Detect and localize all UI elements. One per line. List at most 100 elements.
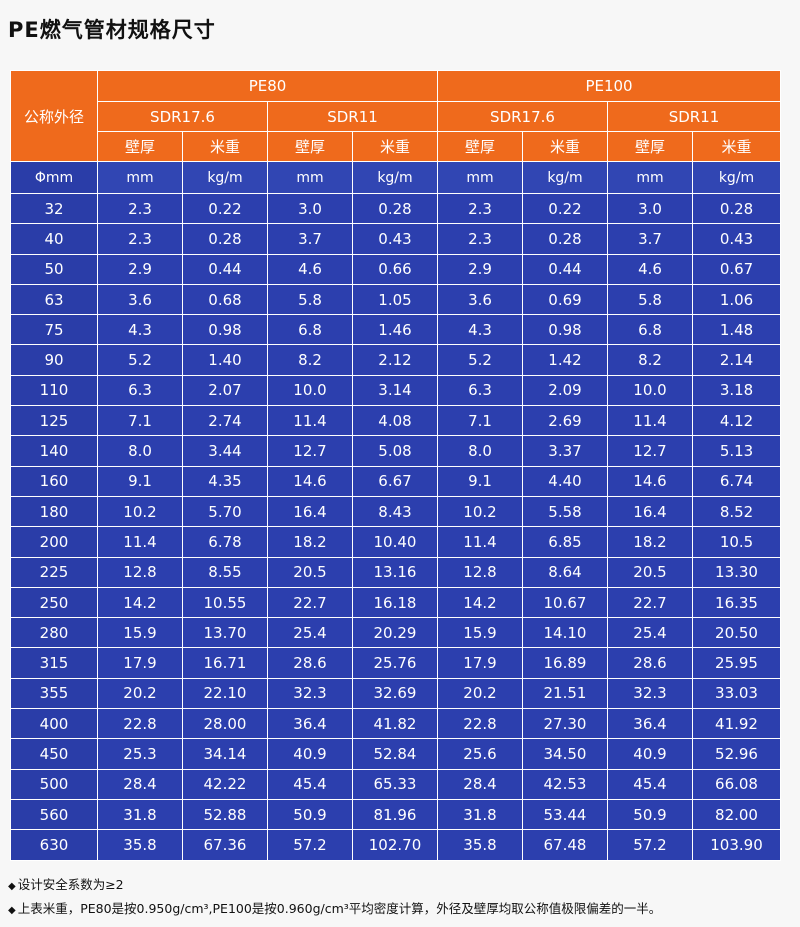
unit-weight-cell: 16.71: [182, 647, 268, 679]
wall-thickness-cell: 3.6: [437, 283, 523, 316]
table-row: 560 31.8 52.88 50.9 81.96 31.8 53.44 50.9 82.00: [10, 798, 782, 831]
unit-weight-cell: 6.85: [522, 526, 608, 558]
unit-weight-cell: 103.90: [691, 829, 782, 861]
wall-thickness-cell: 2.9: [97, 253, 183, 285]
wall-thickness-cell: 8.0: [97, 435, 183, 467]
unit-weight-cell: 6.74: [691, 465, 782, 497]
nominal-od-cell: 32: [10, 192, 98, 225]
nominal-od-cell: 200: [10, 526, 98, 558]
table-row: 160 9.1 4.35 14.6 6.67 9.1 4.40 14.6 6.74: [10, 465, 782, 497]
table-row: 75 4.3 0.98 6.8 1.46 4.3 0.98 6.8 1.48: [10, 314, 782, 346]
footnote-text: 设计安全系数为≥2: [17, 877, 124, 892]
nominal-od-cell: 50: [10, 253, 98, 285]
nominal-od-cell: 280: [10, 617, 98, 649]
table-row: 50 2.9 0.44 4.6 0.66 2.9 0.44 4.6 0.67: [10, 253, 782, 285]
wall-thickness-cell: 25.3: [97, 738, 183, 770]
unit-weight-header: 米重: [182, 131, 268, 162]
nominal-od-cell: 125: [10, 405, 98, 437]
wall-thickness-cell: 11.4: [267, 405, 353, 437]
table-row: 40 2.3 0.28 3.7 0.43 2.3 0.28 3.7 0.43: [10, 223, 782, 255]
unit-weight-header: 米重: [352, 131, 438, 162]
unit-weight-cell: 27.30: [522, 708, 608, 740]
unit-weight-cell: 5.58: [522, 495, 608, 528]
wall-thickness-cell: 28.4: [97, 768, 183, 800]
unit-weight-cell: 28.00: [182, 708, 268, 740]
wall-thickness-cell: 15.9: [97, 617, 183, 649]
nominal-od-cell: 140: [10, 435, 98, 467]
wall-thickness-cell: 2.3: [97, 223, 183, 255]
unit-weight-cell: 0.44: [522, 253, 608, 285]
field-header-row: 壁厚 米重 壁厚 米重 壁厚 米重 壁厚 米重: [11, 131, 782, 162]
wall-thickness-cell: 8.2: [607, 344, 693, 376]
unit-weight-cell: 2.07: [182, 374, 268, 407]
table-row: 125 7.1 2.74 11.4 4.08 7.1 2.69 11.4 4.12: [10, 405, 782, 437]
wall-thickness-cell: 45.4: [607, 768, 693, 800]
unit-weight-cell: 42.53: [522, 768, 608, 800]
wall-thickness-cell: 40.9: [267, 738, 353, 770]
unit-weight-cell: 34.14: [182, 738, 268, 770]
table-row: 200 11.4 6.78 18.2 10.40 11.4 6.85 18.2 10.5: [10, 526, 782, 558]
unit-weight-cell: 0.43: [352, 223, 438, 255]
unit-weight-cell: 52.88: [182, 798, 268, 831]
table-row: 400 22.8 28.00 36.4 41.82 22.8 27.30 36.4 41.92: [10, 708, 782, 740]
wall-thickness-cell: 6.3: [97, 374, 183, 407]
spec-table: 公称外径 PE80 PE100 SDR17.6 SDR11 SDR17.6 SD…: [10, 70, 782, 861]
wall-thickness-cell: 25.4: [607, 617, 693, 649]
wall-thickness-header: 壁厚: [267, 131, 353, 162]
unit-cell-weight: kg/m: [182, 161, 268, 194]
nominal-od-cell: 110: [10, 374, 98, 407]
wall-thickness-cell: 32.3: [267, 677, 353, 710]
wall-thickness-cell: 4.3: [97, 314, 183, 346]
table-row: 250 14.2 10.55 22.7 16.18 14.2 10.67 22.7 16.35: [10, 586, 782, 619]
wall-thickness-cell: 8.2: [267, 344, 353, 376]
wall-thickness-cell: 12.7: [607, 435, 693, 467]
unit-weight-cell: 3.44: [182, 435, 268, 467]
grade-header-pe80: PE80: [97, 70, 438, 102]
unit-weight-cell: 13.30: [691, 556, 782, 588]
unit-weight-cell: 3.18: [691, 374, 782, 407]
wall-thickness-cell: 6.3: [437, 374, 523, 407]
wall-thickness-cell: 14.6: [607, 465, 693, 497]
unit-cell-wall: mm: [97, 161, 183, 194]
unit-weight-cell: 5.13: [691, 435, 782, 467]
unit-weight-cell: 0.28: [352, 192, 438, 225]
wall-thickness-cell: 22.7: [607, 586, 693, 619]
unit-weight-cell: 8.64: [522, 556, 608, 588]
wall-thickness-cell: 25.6: [437, 738, 523, 770]
table-row: 225 12.8 8.55 20.5 13.16 12.8 8.64 20.5 13.30: [10, 556, 782, 588]
table-row: 180 10.2 5.70 16.4 8.43 10.2 5.58 16.4 8.52: [10, 495, 782, 528]
wall-thickness-cell: 14.2: [97, 586, 183, 619]
wall-thickness-cell: 9.1: [97, 465, 183, 497]
sdr-header: SDR17.6: [437, 101, 608, 132]
wall-thickness-cell: 36.4: [607, 708, 693, 740]
unit-weight-cell: 3.14: [352, 374, 438, 407]
wall-thickness-cell: 2.3: [437, 192, 523, 225]
unit-weight-cell: 6.78: [182, 526, 268, 558]
unit-weight-cell: 33.03: [691, 677, 782, 710]
unit-weight-cell: 34.50: [522, 738, 608, 770]
nominal-od-cell: 450: [10, 738, 98, 770]
footnote-item: ◆ 上表米重，PE80是按0.950g/cm³,PE100是按0.960g/cm³…: [8, 898, 798, 922]
unit-weight-cell: 4.12: [691, 405, 782, 437]
nominal-od-cell: 63: [10, 283, 98, 316]
wall-thickness-cell: 12.8: [437, 556, 523, 588]
unit-weight-cell: 20.50: [691, 617, 782, 649]
table-row: 630 35.8 67.36 57.2 102.70 35.8 67.48 57.2 103.9…: [10, 829, 782, 861]
unit-weight-cell: 16.18: [352, 586, 438, 619]
nominal-od-cell: 315: [10, 647, 98, 679]
table-row: 450 25.3 34.14 40.9 52.84 25.6 34.50 40.9 52.96: [10, 738, 782, 770]
nominal-od-cell: 500: [10, 768, 98, 800]
nominal-od-cell: 160: [10, 465, 98, 497]
unit-weight-cell: 82.00: [691, 798, 782, 831]
table-row: 32 2.3 0.22 3.0 0.28 2.3 0.22 3.0 0.28: [10, 192, 782, 225]
unit-weight-cell: 25.95: [691, 647, 782, 679]
unit-weight-cell: 14.10: [522, 617, 608, 649]
wall-thickness-cell: 57.2: [607, 829, 693, 861]
wall-thickness-cell: 4.3: [437, 314, 523, 346]
grade-header-pe100: PE100: [436, 70, 782, 102]
wall-thickness-cell: 14.6: [267, 465, 353, 497]
unit-weight-cell: 53.44: [522, 798, 608, 831]
table-row: 140 8.0 3.44 12.7 5.08 8.0 3.37 12.7 5.13: [10, 435, 782, 467]
wall-thickness-cell: 10.0: [607, 374, 693, 407]
unit-weight-cell: 0.28: [691, 192, 782, 225]
